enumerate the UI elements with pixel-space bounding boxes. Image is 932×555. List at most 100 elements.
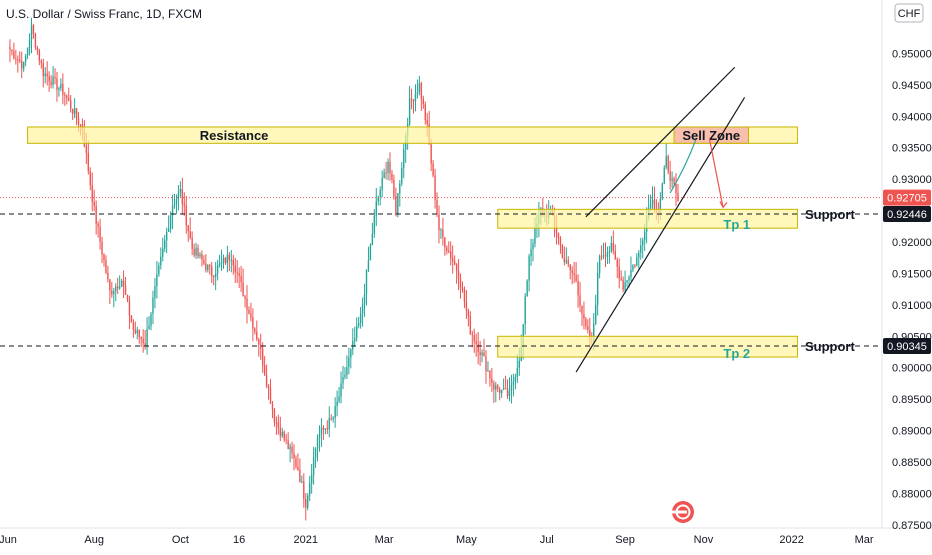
candle-body: [265, 374, 268, 386]
candle: [244, 294, 246, 308]
candle-body: [314, 448, 317, 458]
candle: [158, 262, 160, 277]
candle-body: [530, 249, 532, 257]
candle-body: [665, 156, 667, 168]
candle: [42, 58, 44, 88]
candle: [258, 337, 260, 357]
candle-body: [236, 272, 238, 274]
price-tick-label: 0.95000: [892, 48, 932, 60]
candle-body: [391, 173, 393, 180]
candle-body: [440, 229, 442, 231]
candle-body: [653, 199, 656, 209]
candle-body: [616, 259, 618, 267]
candle: [164, 235, 166, 253]
candle: [632, 264, 634, 273]
price-tags: 0.92705 0.92446 0.90345: [883, 189, 931, 355]
candle: [375, 187, 377, 227]
candle: [91, 172, 93, 212]
candle: [477, 332, 479, 365]
candle: [618, 258, 620, 289]
candle: [185, 195, 187, 234]
candle: [640, 237, 642, 260]
candle: [346, 355, 348, 379]
candle: [651, 186, 654, 211]
candle-body: [56, 78, 58, 90]
candle-body: [130, 315, 133, 323]
candle: [308, 476, 311, 502]
time-tick-label: Oct: [172, 534, 189, 546]
candle: [467, 308, 470, 327]
candle: [393, 174, 395, 200]
projection-down-arrowhead: [719, 201, 728, 209]
candle-body: [534, 227, 536, 244]
candle: [303, 473, 305, 508]
candle-body: [661, 183, 664, 199]
candle: [171, 194, 174, 230]
price-tag-box: [883, 205, 931, 222]
candle: [563, 246, 566, 266]
candle: [399, 180, 401, 207]
candle: [577, 274, 579, 308]
candle: [491, 367, 493, 392]
candle: [295, 455, 297, 469]
candle-body: [369, 244, 372, 261]
candle: [254, 327, 256, 335]
candle-body: [44, 73, 46, 77]
candle-body: [483, 352, 485, 357]
candle-body: [60, 84, 62, 89]
candle: [24, 53, 27, 67]
candle: [130, 315, 133, 323]
candle: [528, 253, 530, 292]
candle-body: [487, 370, 489, 372]
candle: [148, 316, 150, 330]
candle: [497, 384, 499, 393]
candle-body: [142, 339, 144, 344]
candle-body: [152, 297, 154, 314]
candle-body: [318, 434, 321, 439]
candle: [440, 228, 442, 240]
candle-body: [355, 326, 358, 339]
price-axis[interactable]: 0.95000 0.94500 0.94000 0.93500 0.93000 0.920…: [892, 48, 932, 531]
currency-button[interactable]: CHF: [894, 3, 924, 23]
candle: [369, 243, 372, 261]
candle: [481, 349, 483, 363]
candle: [279, 416, 282, 441]
candle: [504, 375, 507, 390]
candle-body: [73, 108, 76, 114]
candle: [226, 245, 229, 273]
candle: [387, 158, 389, 181]
candle-body: [410, 98, 413, 100]
candle: [205, 254, 207, 273]
candle: [373, 209, 376, 238]
channel-upper-line: [585, 66, 736, 218]
candle-body: [62, 84, 64, 95]
candle: [310, 464, 313, 494]
candle-body: [224, 257, 227, 264]
candle-body: [242, 282, 244, 297]
candle-body: [643, 231, 646, 241]
candle-body: [508, 390, 511, 397]
candle-body: [146, 329, 148, 346]
candle-body: [555, 226, 558, 234]
time-axis[interactable]: Jun Aug Oct 16 2021 Mar May Jul Sep Nov 2022 Mar: [0, 534, 874, 546]
candle-body: [238, 273, 240, 276]
candle: [107, 265, 109, 283]
candle: [495, 381, 497, 403]
time-tick-label: May: [456, 534, 477, 546]
tradingview-logo-icon[interactable]: [672, 501, 694, 523]
candle: [451, 245, 454, 274]
candle: [265, 364, 268, 389]
candle-body: [587, 326, 589, 330]
candle-body: [632, 265, 634, 271]
candle: [99, 218, 101, 250]
candle: [442, 217, 444, 246]
candle-body: [15, 58, 17, 60]
candle-body: [500, 389, 503, 394]
candle: [187, 224, 189, 242]
candle-body: [371, 233, 374, 245]
price-tag-box: [883, 189, 931, 206]
candle-body: [91, 185, 93, 202]
candle-body: [52, 76, 54, 85]
candle-body: [154, 286, 156, 298]
candle-body: [118, 286, 121, 289]
